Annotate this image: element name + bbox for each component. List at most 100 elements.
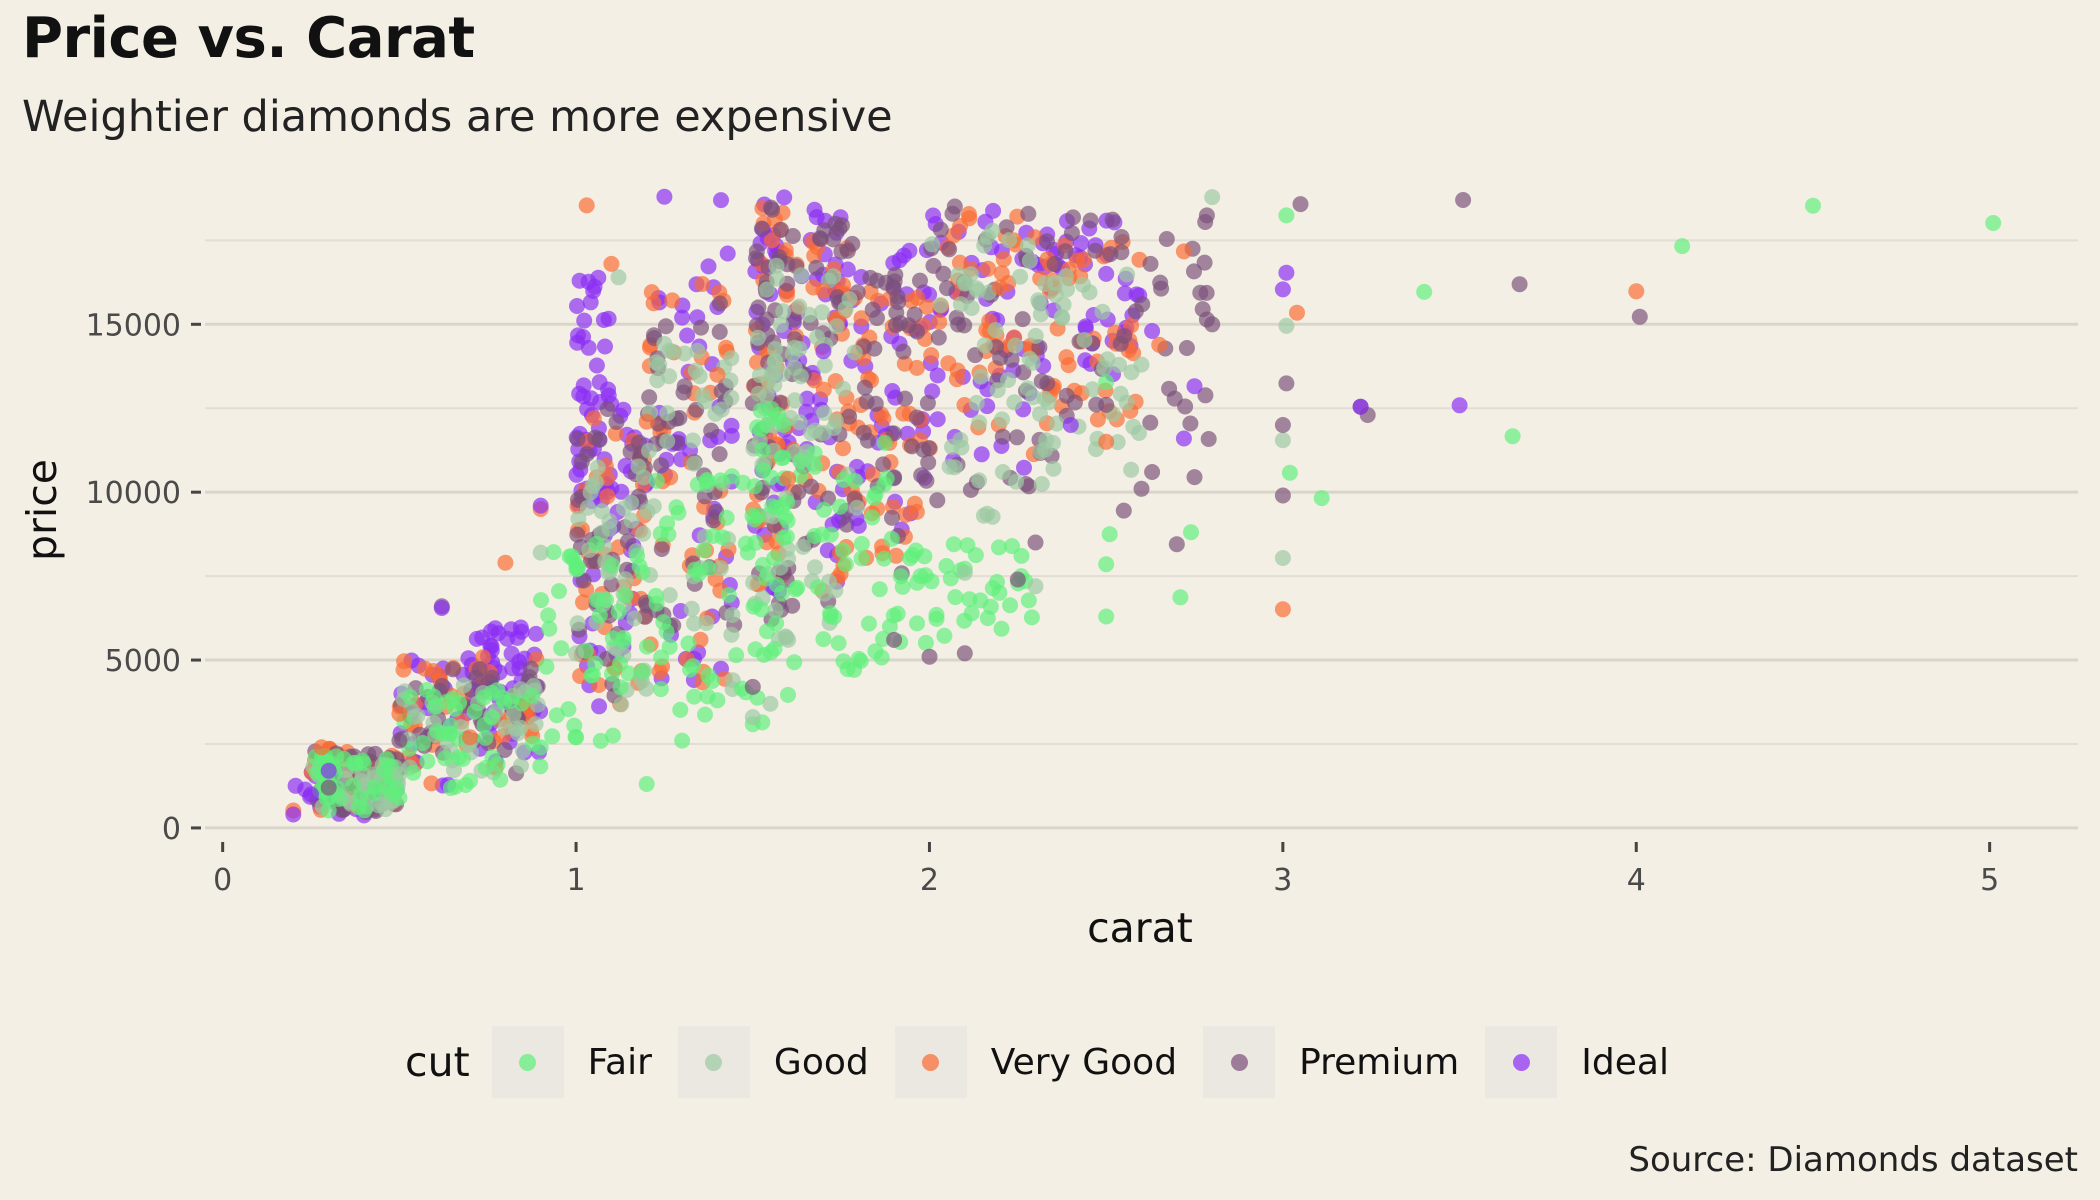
data-point [345, 777, 361, 794]
data-point [755, 646, 772, 663]
data-point [1628, 283, 1645, 300]
data-point [476, 716, 493, 733]
data-point [1081, 284, 1098, 301]
data-point [745, 574, 762, 591]
data-point [600, 310, 617, 327]
data-point [513, 695, 530, 712]
data-point [626, 610, 643, 627]
legend-dot [922, 1053, 940, 1071]
data-point [1073, 235, 1090, 252]
data-point [617, 571, 634, 588]
data-point [971, 472, 988, 489]
data-point [1274, 550, 1291, 566]
data-point [496, 694, 513, 711]
data-point [660, 526, 677, 543]
data-point [639, 638, 655, 655]
data-point [714, 529, 731, 546]
data-point [807, 559, 823, 576]
data-point [871, 581, 888, 598]
data-point [920, 454, 937, 471]
data-point [700, 667, 717, 684]
data-point [1115, 502, 1132, 519]
data-point [875, 410, 892, 427]
data-point [968, 394, 985, 411]
data-point [442, 717, 459, 734]
data-point [784, 597, 801, 614]
data-point [623, 512, 640, 529]
data-point [1289, 304, 1305, 321]
x-tick-label: 1 [567, 863, 586, 898]
data-point [603, 576, 620, 593]
data-point [908, 359, 925, 376]
data-point [1123, 461, 1140, 478]
x-tick-label: 3 [1273, 863, 1292, 898]
data-point [762, 695, 779, 712]
data-point [1084, 381, 1101, 398]
data-point [695, 542, 712, 559]
data-point [938, 558, 955, 574]
data-point [466, 703, 483, 720]
data-point [808, 259, 825, 276]
data-point [1197, 387, 1214, 404]
data-point [846, 344, 863, 361]
data-point [803, 478, 820, 495]
data-point [409, 707, 426, 724]
data-point [533, 592, 549, 609]
data-point [1805, 197, 1821, 214]
data-point [1274, 281, 1291, 298]
data-point [984, 222, 1001, 239]
data-point [697, 706, 713, 723]
data-point [855, 424, 872, 441]
data-point [936, 627, 953, 644]
data-point [352, 789, 369, 806]
legend-label: Fair [587, 1041, 652, 1083]
data-point [287, 777, 304, 794]
data-point [762, 469, 779, 486]
data-point [1033, 373, 1050, 390]
data-point [391, 732, 408, 749]
data-point [1112, 335, 1129, 352]
data-point [568, 729, 585, 746]
data-point [1007, 337, 1024, 354]
data-point [850, 517, 867, 534]
data-point [356, 802, 373, 819]
data-point [1134, 296, 1151, 313]
data-point [848, 499, 865, 516]
data-point [866, 489, 883, 506]
data-point [1053, 309, 1070, 326]
data-point [694, 276, 711, 292]
data-point [462, 729, 478, 746]
data-point [566, 717, 583, 734]
data-point [598, 592, 615, 608]
data-point [1274, 417, 1291, 433]
x-tick-label: 4 [1627, 863, 1646, 898]
data-point [1009, 571, 1026, 588]
data-point [591, 698, 608, 715]
data-point [568, 645, 585, 662]
data-point [641, 442, 657, 459]
chart-subtitle: Weightier diamonds are more expensive [22, 92, 893, 142]
data-point [683, 600, 700, 617]
data-point [1131, 425, 1147, 441]
data-point [698, 615, 715, 631]
data-point [1198, 207, 1215, 224]
data-point [1158, 231, 1175, 247]
data-point [1674, 238, 1691, 255]
data-point [1451, 397, 1468, 414]
data-point [591, 431, 608, 448]
data-point [1000, 372, 1017, 388]
data-point [689, 342, 706, 359]
data-point [477, 729, 494, 746]
data-point [698, 472, 715, 488]
data-point [1027, 327, 1044, 344]
data-point [571, 272, 588, 289]
data-point [1001, 232, 1018, 249]
data-point [604, 665, 620, 682]
data-point [1012, 268, 1029, 285]
legend-key [1485, 1026, 1558, 1098]
data-point [1045, 460, 1062, 477]
data-point [579, 499, 596, 516]
data-point [956, 397, 973, 413]
data-point [913, 467, 930, 484]
data-point [580, 339, 597, 356]
